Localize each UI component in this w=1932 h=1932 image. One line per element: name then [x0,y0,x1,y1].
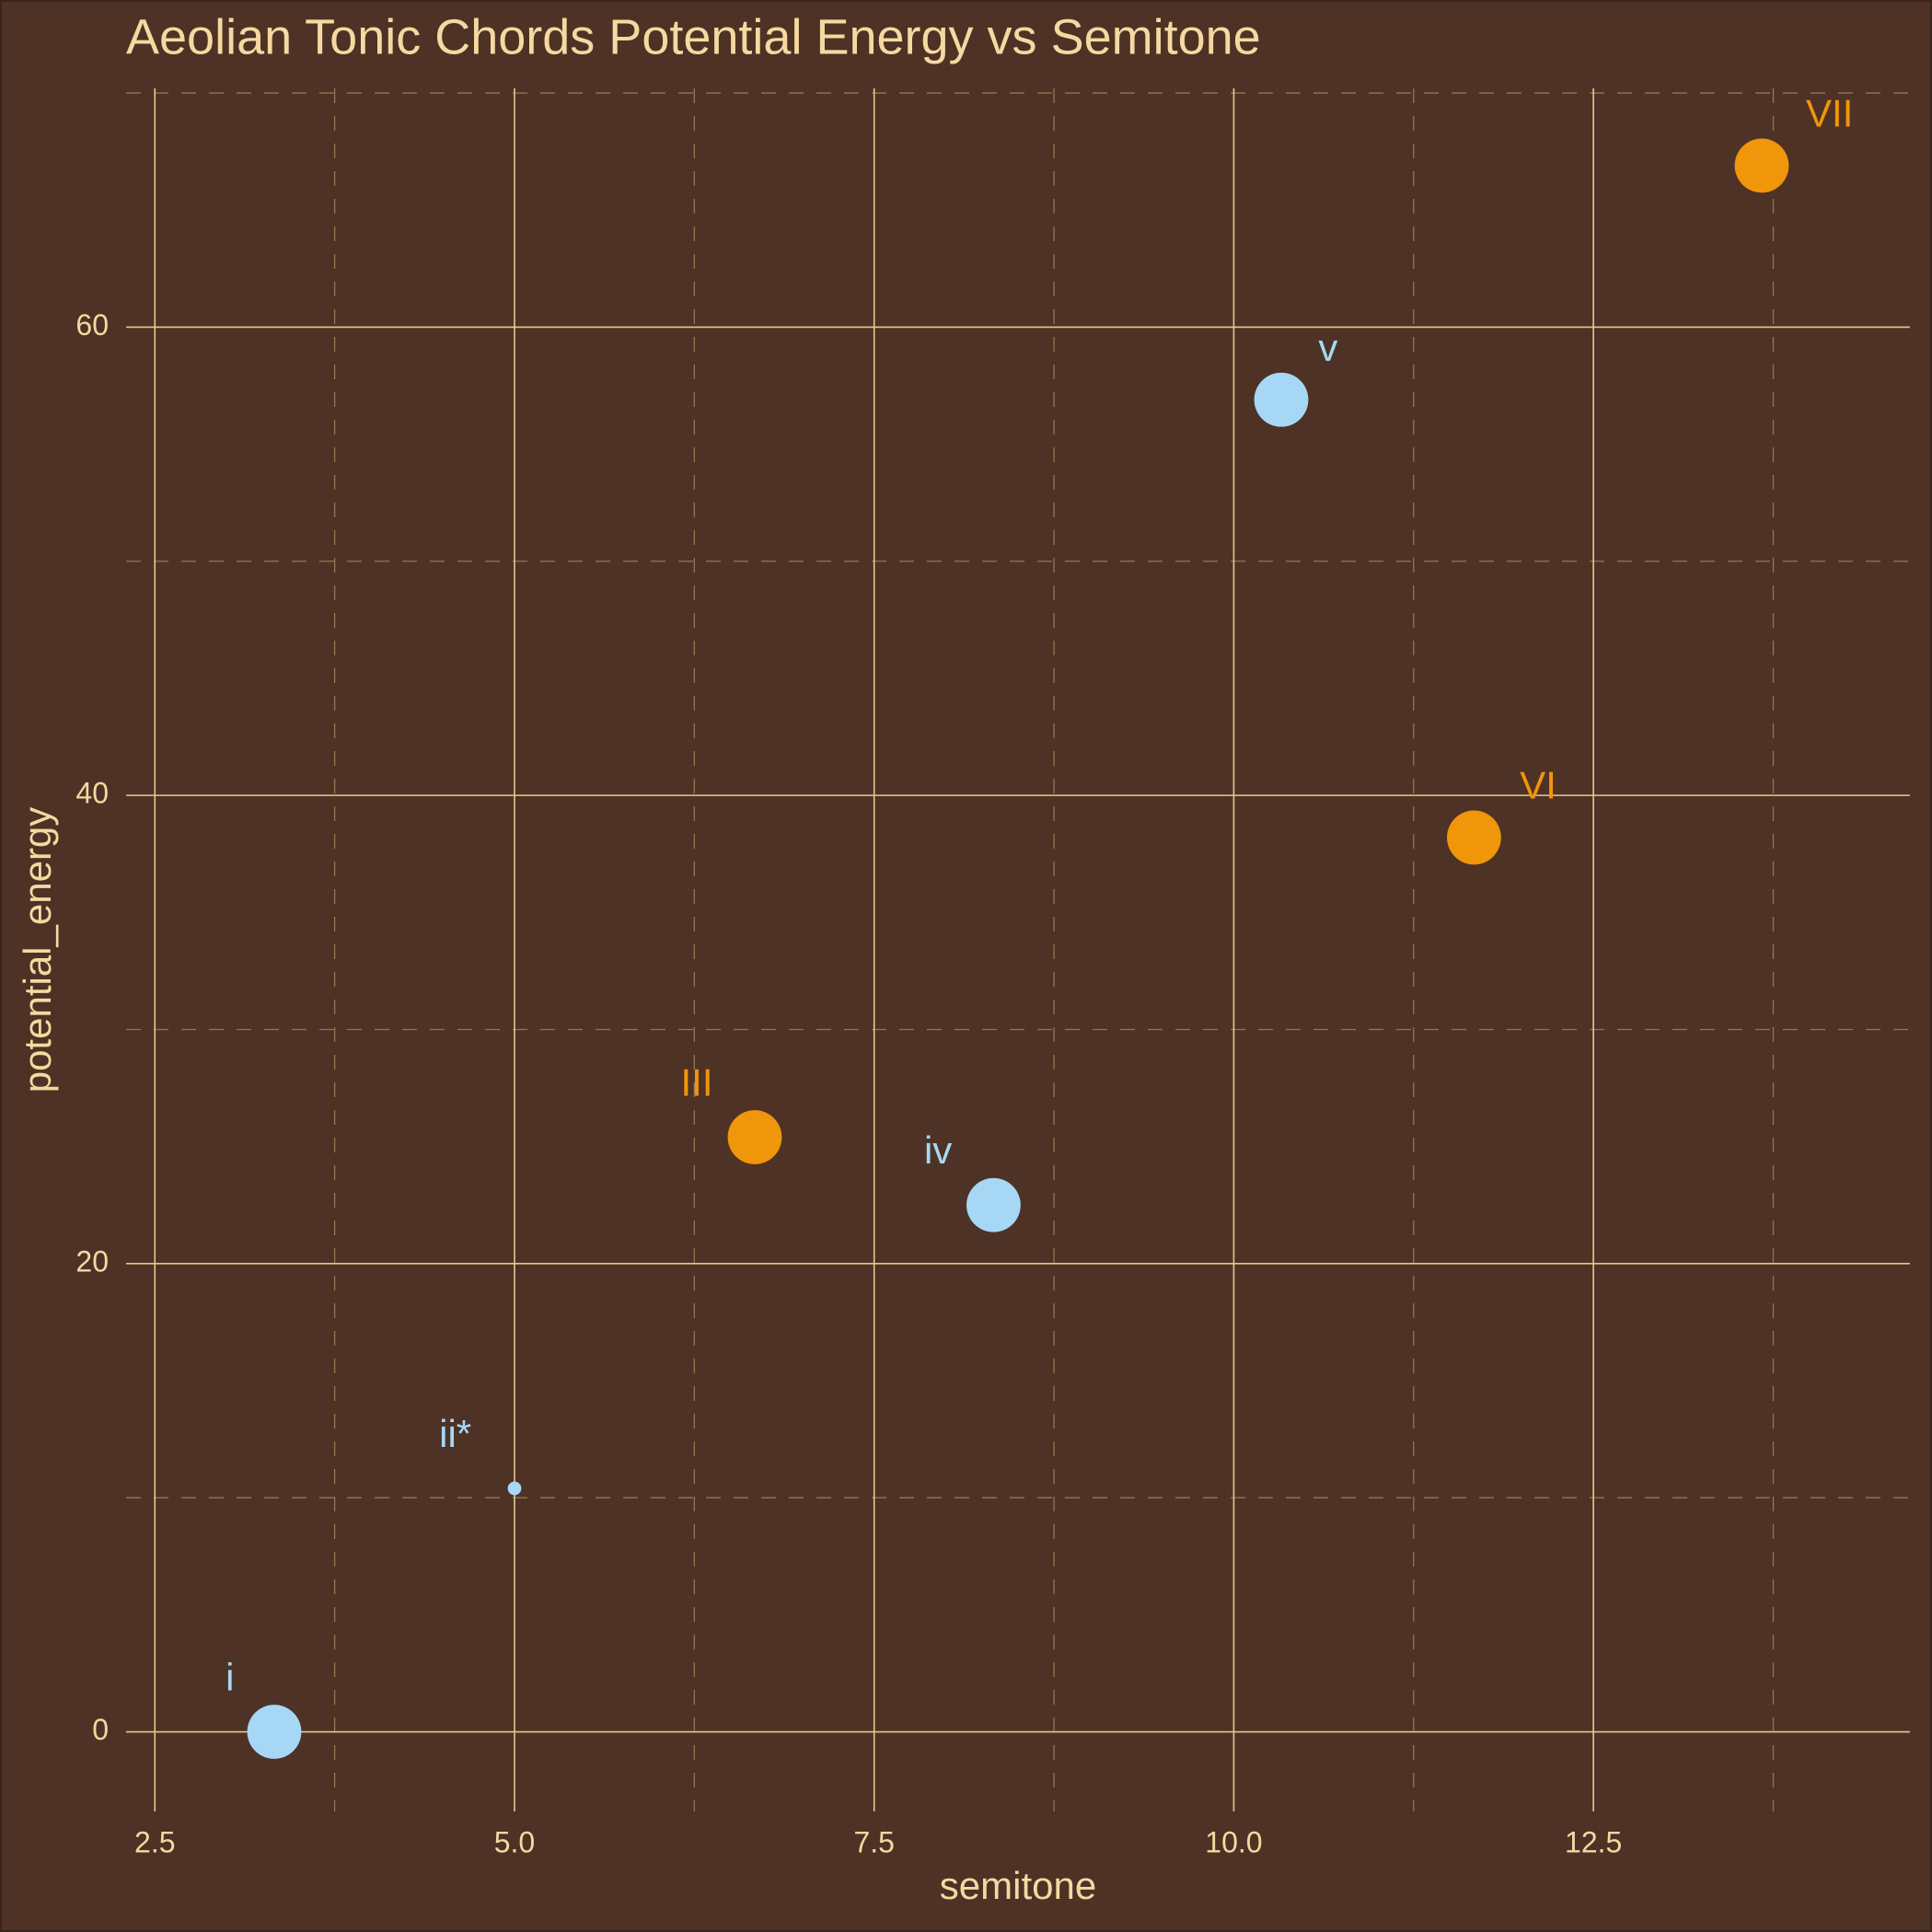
y-axis-label: potential_energy [16,807,59,1093]
y-tick-label: 20 [75,1244,109,1278]
x-axis-label: semitone [940,1864,1096,1907]
x-tick-label: 12.5 [1565,1825,1622,1858]
point-label: ii* [439,1412,471,1455]
y-tick-label: 40 [75,777,109,810]
point-label: VII [1806,91,1853,134]
point [1254,372,1309,427]
x-tick-label: 5.0 [494,1825,535,1858]
point [1447,810,1501,865]
point [966,1177,1021,1232]
point [1734,138,1789,193]
point-label: VI [1520,763,1556,806]
point-label: i [226,1655,234,1698]
y-tick-label: 60 [75,308,109,341]
x-tick-label: 10.0 [1205,1825,1262,1858]
y-tick-label: 0 [92,1713,109,1746]
chart-title: Aeolian Tonic Chords Potential Energy vs… [126,9,1261,64]
point-label: III [681,1060,713,1104]
x-tick-label: 7.5 [853,1825,894,1858]
point [727,1110,782,1164]
point [507,1481,522,1496]
point-label: v [1318,326,1337,369]
x-tick-label: 2.5 [134,1825,175,1858]
point [247,1705,302,1759]
point-label: iv [924,1128,952,1172]
